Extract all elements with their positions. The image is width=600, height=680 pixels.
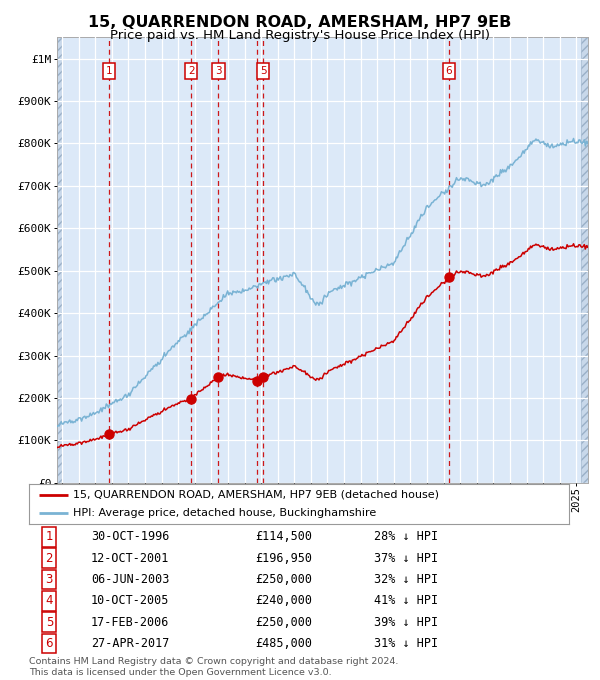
Text: 6: 6: [46, 637, 53, 650]
Text: 27-APR-2017: 27-APR-2017: [91, 637, 169, 650]
Text: Contains HM Land Registry data © Crown copyright and database right 2024.: Contains HM Land Registry data © Crown c…: [29, 657, 398, 666]
Text: 41% ↓ HPI: 41% ↓ HPI: [374, 594, 439, 607]
Text: 28% ↓ HPI: 28% ↓ HPI: [374, 530, 439, 543]
Polygon shape: [57, 37, 62, 483]
Text: 30-OCT-1996: 30-OCT-1996: [91, 530, 169, 543]
Text: £196,950: £196,950: [256, 551, 313, 565]
Text: 5: 5: [260, 67, 266, 76]
Text: 15, QUARRENDON ROAD, AMERSHAM, HP7 9EB: 15, QUARRENDON ROAD, AMERSHAM, HP7 9EB: [88, 15, 512, 30]
Text: 31% ↓ HPI: 31% ↓ HPI: [374, 637, 439, 650]
Text: 37% ↓ HPI: 37% ↓ HPI: [374, 551, 439, 565]
Text: 2: 2: [46, 551, 53, 565]
Text: £114,500: £114,500: [256, 530, 313, 543]
Text: £250,000: £250,000: [256, 615, 313, 629]
Text: 39% ↓ HPI: 39% ↓ HPI: [374, 615, 439, 629]
Text: 12-OCT-2001: 12-OCT-2001: [91, 551, 169, 565]
Text: 06-JUN-2003: 06-JUN-2003: [91, 573, 169, 586]
Text: £485,000: £485,000: [256, 637, 313, 650]
Text: 1: 1: [46, 530, 53, 543]
Text: 6: 6: [446, 67, 452, 76]
Text: £240,000: £240,000: [256, 594, 313, 607]
Text: Price paid vs. HM Land Registry's House Price Index (HPI): Price paid vs. HM Land Registry's House …: [110, 29, 490, 41]
Text: 4: 4: [46, 594, 53, 607]
Text: £250,000: £250,000: [256, 573, 313, 586]
Polygon shape: [581, 37, 588, 483]
Text: 3: 3: [215, 67, 222, 76]
Text: 10-OCT-2005: 10-OCT-2005: [91, 594, 169, 607]
Text: HPI: Average price, detached house, Buckinghamshire: HPI: Average price, detached house, Buck…: [73, 508, 376, 518]
Text: 3: 3: [46, 573, 53, 586]
Text: 2: 2: [188, 67, 194, 76]
Text: This data is licensed under the Open Government Licence v3.0.: This data is licensed under the Open Gov…: [29, 668, 331, 677]
Text: 5: 5: [46, 615, 53, 629]
Text: 1: 1: [106, 67, 112, 76]
Text: 32% ↓ HPI: 32% ↓ HPI: [374, 573, 439, 586]
Text: 15, QUARRENDON ROAD, AMERSHAM, HP7 9EB (detached house): 15, QUARRENDON ROAD, AMERSHAM, HP7 9EB (…: [73, 490, 439, 500]
Text: 17-FEB-2006: 17-FEB-2006: [91, 615, 169, 629]
